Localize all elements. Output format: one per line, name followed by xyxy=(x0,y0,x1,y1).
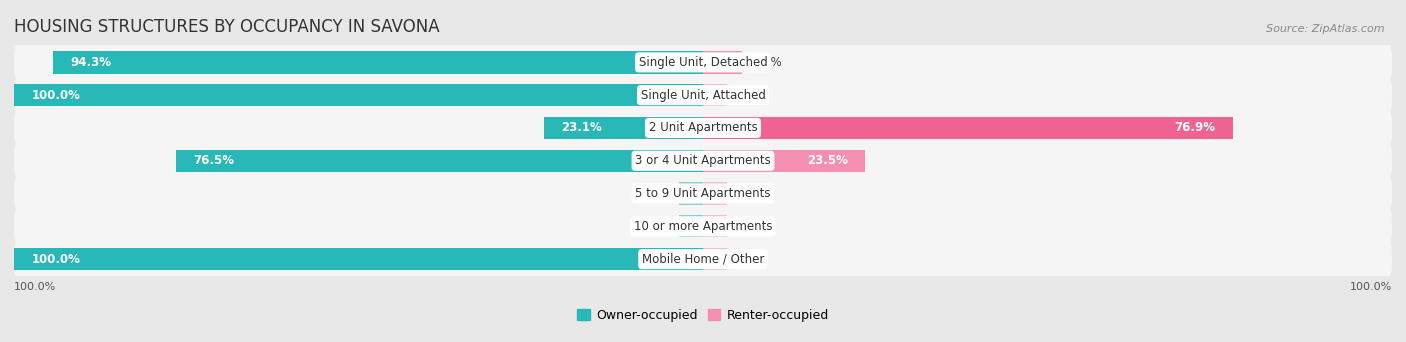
Bar xyxy=(176,149,703,172)
Text: Single Unit, Attached: Single Unit, Attached xyxy=(641,89,765,102)
Bar xyxy=(544,117,703,139)
Bar xyxy=(703,51,742,74)
Text: 76.5%: 76.5% xyxy=(193,154,235,167)
Text: 5.7%: 5.7% xyxy=(752,56,782,69)
Text: Mobile Home / Other: Mobile Home / Other xyxy=(641,253,765,266)
Text: 23.5%: 23.5% xyxy=(807,154,848,167)
FancyBboxPatch shape xyxy=(14,144,1392,178)
FancyBboxPatch shape xyxy=(14,242,1392,276)
Text: 0.0%: 0.0% xyxy=(738,220,768,233)
Text: 94.3%: 94.3% xyxy=(70,56,111,69)
Bar xyxy=(53,51,703,74)
Text: 100.0%: 100.0% xyxy=(31,89,80,102)
Text: 100.0%: 100.0% xyxy=(31,253,80,266)
Legend: Owner-occupied, Renter-occupied: Owner-occupied, Renter-occupied xyxy=(572,304,834,327)
Text: HOUSING STRUCTURES BY OCCUPANCY IN SAVONA: HOUSING STRUCTURES BY OCCUPANCY IN SAVON… xyxy=(14,18,440,36)
FancyBboxPatch shape xyxy=(14,111,1392,145)
Text: 0.0%: 0.0% xyxy=(738,187,768,200)
Bar xyxy=(703,117,1233,139)
FancyBboxPatch shape xyxy=(14,78,1392,112)
FancyBboxPatch shape xyxy=(14,45,1392,79)
Bar xyxy=(703,182,727,205)
FancyBboxPatch shape xyxy=(14,209,1392,244)
Text: 0.0%: 0.0% xyxy=(638,220,669,233)
Bar xyxy=(703,215,727,237)
Text: 76.9%: 76.9% xyxy=(1174,121,1216,134)
Text: 0.0%: 0.0% xyxy=(738,89,768,102)
Bar xyxy=(14,84,703,106)
Text: 10 or more Apartments: 10 or more Apartments xyxy=(634,220,772,233)
Text: 100.0%: 100.0% xyxy=(14,282,56,292)
Text: 3 or 4 Unit Apartments: 3 or 4 Unit Apartments xyxy=(636,154,770,167)
Bar xyxy=(679,215,703,237)
Text: 2 Unit Apartments: 2 Unit Apartments xyxy=(648,121,758,134)
Text: 5 to 9 Unit Apartments: 5 to 9 Unit Apartments xyxy=(636,187,770,200)
Bar xyxy=(703,248,727,270)
Text: 0.0%: 0.0% xyxy=(638,187,669,200)
Bar xyxy=(703,84,727,106)
Bar xyxy=(703,149,865,172)
Text: Single Unit, Detached: Single Unit, Detached xyxy=(638,56,768,69)
FancyBboxPatch shape xyxy=(14,176,1392,211)
Bar xyxy=(679,182,703,205)
Text: Source: ZipAtlas.com: Source: ZipAtlas.com xyxy=(1267,24,1385,34)
Text: 0.0%: 0.0% xyxy=(738,253,768,266)
Bar xyxy=(14,248,703,270)
Text: 23.1%: 23.1% xyxy=(561,121,602,134)
Text: 100.0%: 100.0% xyxy=(1350,282,1392,292)
